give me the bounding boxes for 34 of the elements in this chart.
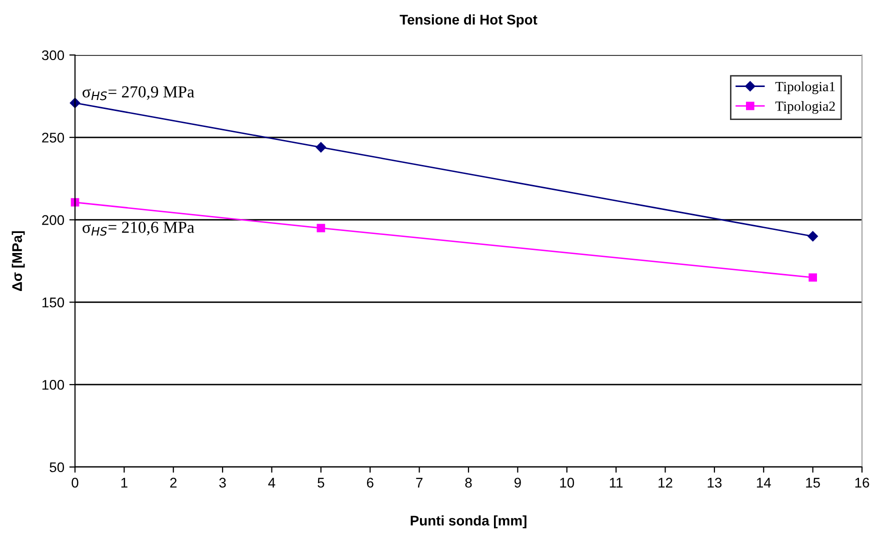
y-tick-label: 50 — [50, 462, 64, 472]
x-tick-label: 3 — [219, 478, 226, 488]
y-tick-label: 200 — [42, 215, 64, 225]
x-tick-label: 10 — [560, 478, 574, 488]
y-tick-label: 150 — [42, 298, 64, 308]
x-tick-label: 12 — [658, 478, 672, 488]
legend-label: Tipologia2 — [775, 101, 835, 114]
x-axis-title: Punti sonda [mm] — [410, 515, 526, 528]
y-tick-label: 250 — [42, 132, 64, 143]
annotation: σ$_{HS}$= 270,9 MPa — [82, 86, 194, 100]
x-tick-label: 6 — [366, 478, 374, 488]
x-tick-label: 11 — [610, 478, 623, 488]
x-tick-label: 7 — [416, 478, 422, 488]
chart-title: Tensione di Hot Spot — [400, 14, 538, 28]
x-tick-label: 4 — [268, 478, 276, 488]
point — [316, 224, 326, 232]
y-axis-title: Δσ [MPa] — [12, 231, 25, 292]
x-tick-label: 16 — [855, 478, 870, 488]
point — [316, 142, 326, 152]
y-tick-label: 100 — [42, 380, 64, 390]
legend-label: Tipologia1 — [775, 81, 835, 94]
x-tick-label: 14 — [756, 478, 771, 488]
x-tick-label: 0 — [72, 478, 78, 488]
annotation: σ$_{HS}$= 210,6 MPa — [82, 222, 194, 236]
point — [808, 273, 817, 282]
x-tick-label: 1 — [121, 478, 128, 488]
y-tick-label: 300 — [42, 50, 64, 60]
point — [808, 231, 818, 242]
x-tick-label: 8 — [465, 478, 472, 488]
x-tick-label: 5 — [318, 478, 324, 488]
x-tick-label: 2 — [170, 478, 177, 488]
x-tick-label: 13 — [708, 478, 722, 488]
x-tick-label: 9 — [514, 478, 521, 488]
x-tick-label: 15 — [806, 478, 820, 488]
